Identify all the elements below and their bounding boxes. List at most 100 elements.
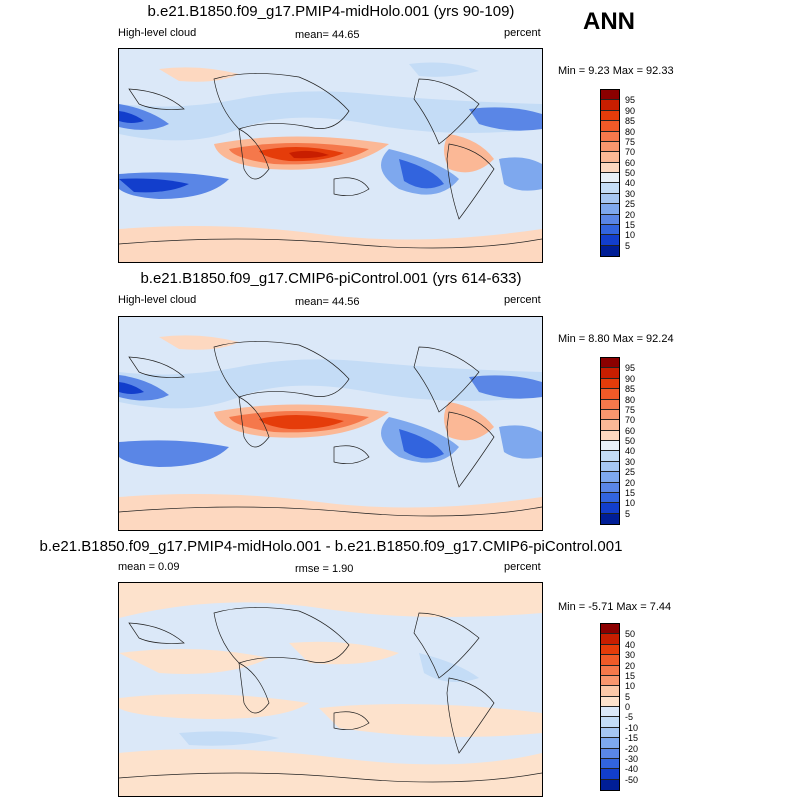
colorbar-level-label: 15 [625, 487, 636, 498]
colorbar-level-label: 40 [625, 639, 636, 650]
colorbar-level-label: 50 [625, 168, 636, 178]
colorbar-level-label: 75 [625, 136, 636, 147]
colorbar-level-label: 80 [625, 394, 636, 405]
colorbar-swatch [601, 399, 619, 410]
colorbar-swatch [601, 110, 619, 122]
colorbar-swatch [601, 769, 619, 780]
panel-1-mean-label: mean= 44.65 [295, 29, 360, 41]
colorbar-swatch [601, 245, 619, 256]
panel-2-map [118, 316, 543, 531]
colorbar-swatch [601, 779, 619, 790]
panel-2-units-label: percent [504, 294, 541, 306]
panel-1-minmax: Min = 9.23 Max = 92.33 [558, 65, 674, 77]
panel-1-map-field [119, 49, 542, 262]
colorbar-level-label: 75 [625, 404, 636, 415]
panel-3-rmse-label: rmse = 1.90 [295, 563, 354, 575]
colorbar-swatch [601, 224, 619, 236]
panel-3-units-label: percent [504, 561, 541, 573]
colorbar-swatch [601, 100, 619, 111]
colorbar-level-label: 5 [625, 240, 631, 251]
colorbar-level-label: 30 [625, 188, 636, 199]
colorbar-level-label: 60 [625, 425, 636, 436]
colorbar-level-label: 40 [625, 446, 636, 457]
colorbar-level-label: 85 [625, 116, 636, 127]
panel-3-mean-label: mean = 0.09 [118, 561, 180, 573]
colorbar-swatch [601, 441, 619, 452]
panel-3-minmax: Min = -5.71 Max = 7.44 [558, 601, 672, 613]
season-label: ANN [583, 8, 635, 35]
colorbar-level-label: 90 [625, 105, 636, 116]
colorbar-swatch [601, 748, 619, 759]
colorbar-level-label: 95 [625, 95, 636, 106]
panel-2-title: b.e21.B1850.f09_g17.CMIP6-piControl.001 … [140, 270, 522, 287]
colorbar-level-label: 10 [625, 498, 636, 509]
colorbar-swatch [601, 707, 619, 718]
colorbar-swatch [601, 141, 619, 153]
colorbar-swatch [601, 183, 619, 194]
colorbar-level-label: 60 [625, 157, 636, 168]
colorbar-swatch [601, 358, 619, 369]
colorbar-level-label: 70 [625, 147, 636, 158]
colorbar-swatch [601, 409, 619, 421]
colorbar-level-label: 15 [625, 670, 636, 681]
colorbar-swatch [601, 121, 619, 132]
colorbar-swatch [601, 655, 619, 666]
panel-2-variable-label: High-level cloud [118, 294, 197, 306]
colorbar-swatch [601, 675, 619, 687]
colorbar-swatch [601, 430, 619, 441]
colorbar-level-label: 30 [625, 650, 636, 661]
colorbar-swatch [601, 492, 619, 504]
panel-3-title: b.e21.B1850.f09_g17.PMIP4-midHolo.001 - … [39, 538, 623, 555]
colorbar-swatch [601, 235, 619, 246]
colorbar-swatch [601, 665, 619, 676]
colorbar-level-label: -20 [625, 743, 639, 754]
colorbar-swatch [601, 378, 619, 390]
colorbar-level-label: 80 [625, 126, 636, 137]
colorbar-level-label: -15 [625, 733, 639, 744]
colorbar-swatch [601, 634, 619, 645]
colorbar-swatch [601, 482, 619, 493]
colorbar-swatch [601, 472, 619, 483]
panel-2-mean-label: mean= 44.56 [295, 296, 360, 308]
panel-2-map-field [119, 317, 542, 530]
colorbar-level-label: 10 [625, 230, 636, 241]
colorbar-level-label: 20 [625, 477, 636, 488]
colorbar-level-label: -10 [625, 722, 639, 733]
colorbar-swatch [601, 758, 619, 770]
colorbar-swatch [601, 686, 619, 697]
colorbar-swatch [601, 451, 619, 462]
colorbar-level-label: 30 [625, 456, 636, 467]
colorbar-swatch [601, 162, 619, 173]
colorbar-swatch [601, 368, 619, 379]
colorbar-swatch [601, 624, 619, 635]
panel-1-map [118, 48, 543, 263]
colorbar-swatch [601, 131, 619, 142]
panel-3-map [118, 582, 543, 797]
colorbar-level-label: 50 [625, 436, 636, 446]
colorbar-swatch [601, 90, 619, 101]
colorbar-level-label: 20 [625, 209, 636, 220]
colorbar-level-label: 5 [625, 691, 631, 702]
colorbar-level-label: -50 [625, 774, 639, 785]
colorbar-swatch [601, 204, 619, 215]
colorbar-swatch [601, 420, 619, 431]
colorbar-swatch [601, 696, 619, 707]
colorbar-level-label: -30 [625, 753, 639, 764]
panel-2-colorbar [600, 357, 620, 525]
colorbar-level-label: -40 [625, 764, 639, 775]
panel-1-title: b.e21.B1850.f09_g17.PMIP4-midHolo.001 (y… [147, 3, 515, 20]
colorbar-level-label: 25 [625, 467, 636, 478]
colorbar-level-label: 25 [625, 199, 636, 210]
panel-1-variable-label: High-level cloud [118, 27, 197, 39]
colorbar-level-label: 95 [625, 363, 636, 374]
panel-1-units-label: percent [504, 27, 541, 39]
colorbar-swatch [601, 738, 619, 749]
colorbar-level-label: 50 [625, 629, 636, 640]
colorbar-swatch [601, 152, 619, 163]
colorbar-swatch [601, 644, 619, 656]
colorbar-level-label: 90 [625, 373, 636, 384]
colorbar-swatch [601, 214, 619, 225]
colorbar-swatch [601, 717, 619, 728]
colorbar-swatch [601, 173, 619, 184]
colorbar-level-label: 10 [625, 681, 636, 692]
